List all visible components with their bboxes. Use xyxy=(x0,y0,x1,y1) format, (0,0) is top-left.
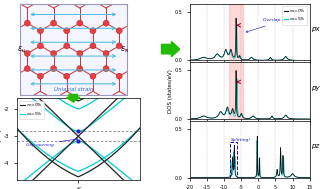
Circle shape xyxy=(51,20,57,26)
Circle shape xyxy=(90,43,96,49)
Text: px: px xyxy=(311,26,320,32)
Circle shape xyxy=(116,43,122,49)
Text: py: py xyxy=(311,85,320,91)
Text: Gap opening: Gap opening xyxy=(26,138,78,147)
Bar xyxy=(229,62,243,119)
Y-axis label: DOS (states/eV): DOS (states/eV) xyxy=(168,69,173,113)
Bar xyxy=(230,143,237,178)
Text: $\varepsilon_a$: $\varepsilon_a$ xyxy=(121,44,130,55)
Circle shape xyxy=(77,20,83,26)
Y-axis label: E (eV): E (eV) xyxy=(0,129,2,148)
Circle shape xyxy=(24,50,30,57)
Circle shape xyxy=(64,28,70,34)
Text: Splitting!: Splitting! xyxy=(230,138,250,142)
Circle shape xyxy=(24,66,30,72)
Circle shape xyxy=(51,66,57,72)
Circle shape xyxy=(64,73,70,79)
Circle shape xyxy=(51,50,57,57)
Text: pz: pz xyxy=(311,143,320,149)
Circle shape xyxy=(116,73,122,79)
Circle shape xyxy=(90,28,96,34)
Circle shape xyxy=(103,66,109,72)
Circle shape xyxy=(37,43,43,49)
Text: Uniaxial strain: Uniaxial strain xyxy=(54,87,93,92)
Circle shape xyxy=(90,73,96,79)
Circle shape xyxy=(103,20,109,26)
Circle shape xyxy=(103,50,109,57)
Circle shape xyxy=(116,28,122,34)
Circle shape xyxy=(77,66,83,72)
Legend: $\varepsilon_a$=0%, $\varepsilon_a$=5%: $\varepsilon_a$=0%, $\varepsilon_a$=5% xyxy=(19,101,44,119)
Circle shape xyxy=(64,43,70,49)
Circle shape xyxy=(77,50,83,57)
Circle shape xyxy=(37,28,43,34)
Bar xyxy=(229,4,243,60)
Circle shape xyxy=(24,20,30,26)
Text: $\varepsilon_u$: $\varepsilon_u$ xyxy=(17,44,26,55)
Circle shape xyxy=(37,73,43,79)
Legend: $\varepsilon_a$=0%, $\varepsilon_a$=5%: $\varepsilon_a$=0%, $\varepsilon_a$=5% xyxy=(282,6,307,25)
Text: Overlap reduction: Overlap reduction xyxy=(246,18,303,32)
